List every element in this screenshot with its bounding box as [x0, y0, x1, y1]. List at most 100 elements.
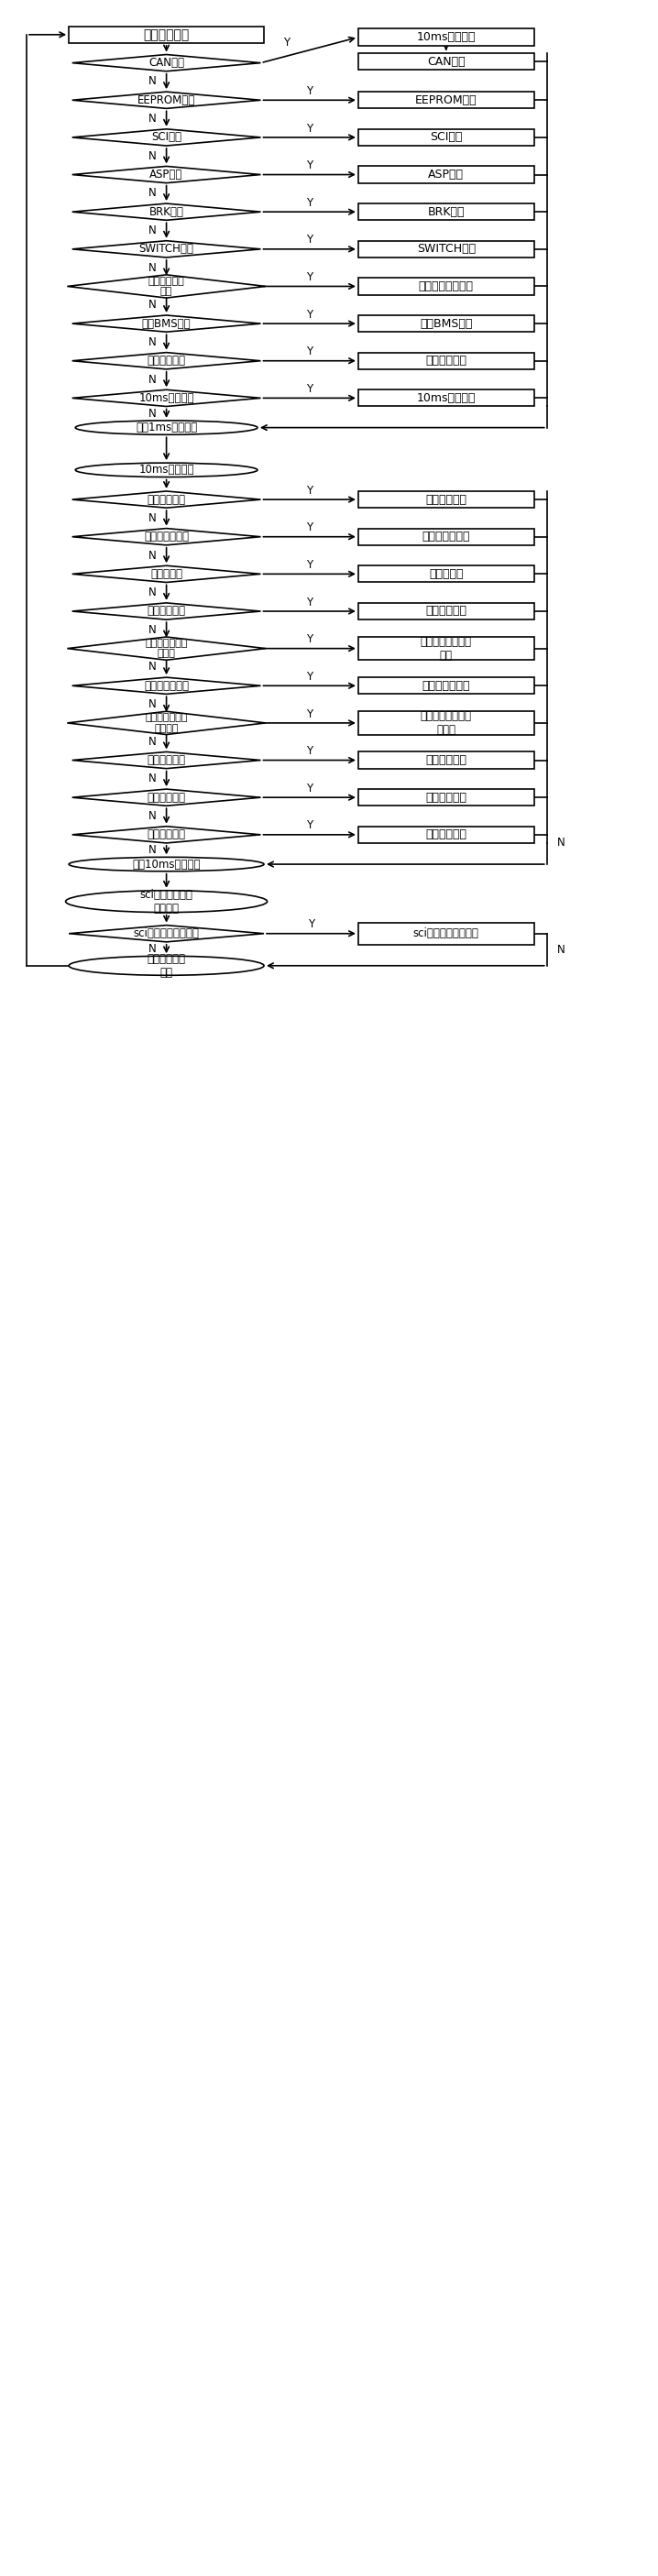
Text: Y: Y	[306, 196, 313, 209]
Polygon shape	[72, 167, 261, 183]
Text: 10ms任务开启: 10ms任务开启	[139, 464, 194, 477]
Polygon shape	[72, 677, 261, 693]
Text: 预留任务管理: 预留任务管理	[426, 829, 467, 840]
Text: 预留任务管理: 预留任务管理	[147, 755, 186, 765]
Text: N: N	[148, 407, 156, 420]
Text: EEPROM管理: EEPROM管理	[138, 95, 195, 106]
Text: 模拟电压译码管理: 模拟电压译码管理	[418, 281, 474, 291]
Polygon shape	[67, 711, 266, 734]
Text: BRK管理: BRK管理	[428, 206, 465, 219]
Text: Y: Y	[306, 124, 313, 134]
Polygon shape	[72, 54, 261, 72]
Text: N: N	[148, 224, 156, 237]
Text: 预留任务管理: 预留任务管理	[426, 355, 467, 366]
Text: 周期10ms任务结束: 周期10ms任务结束	[132, 858, 201, 871]
Text: ASP管理: ASP管理	[428, 167, 464, 180]
Text: 电池BMS管理: 电池BMS管理	[420, 317, 472, 330]
Polygon shape	[72, 353, 261, 368]
Text: ASP管理: ASP管理	[150, 167, 183, 180]
Text: Y: Y	[306, 595, 313, 608]
Text: N: N	[148, 698, 156, 711]
Text: N: N	[148, 263, 156, 273]
Polygon shape	[72, 93, 261, 108]
Text: N: N	[148, 113, 156, 124]
Text: 电机模拟脉冲输
出管理: 电机模拟脉冲输 出管理	[145, 639, 188, 659]
Text: Y: Y	[306, 85, 313, 98]
Text: Y: Y	[306, 744, 313, 757]
Text: 电机模拟脉冲输出
管理: 电机模拟脉冲输出 管理	[420, 636, 472, 662]
Polygon shape	[67, 636, 266, 659]
Text: 10ms任务管理: 10ms任务管理	[139, 392, 194, 404]
Text: 编码器故障诊断: 编码器故障诊断	[422, 680, 470, 693]
Text: EEPROM管理: EEPROM管理	[415, 95, 477, 106]
Polygon shape	[72, 827, 261, 842]
Text: Y: Y	[306, 559, 313, 572]
Text: 电机温度管理: 电机温度管理	[147, 495, 186, 505]
FancyBboxPatch shape	[358, 204, 534, 219]
Text: N: N	[148, 587, 156, 598]
Text: N: N	[148, 662, 156, 672]
Text: 故障码管理: 故障码管理	[151, 569, 182, 580]
FancyBboxPatch shape	[69, 26, 264, 44]
Text: Y: Y	[306, 484, 313, 497]
Text: N: N	[148, 75, 156, 88]
Polygon shape	[69, 925, 264, 943]
Text: 控制器温度管理: 控制器温度管理	[422, 531, 470, 544]
FancyBboxPatch shape	[358, 93, 534, 108]
FancyBboxPatch shape	[358, 567, 534, 582]
Text: N: N	[148, 337, 156, 348]
FancyBboxPatch shape	[358, 129, 534, 147]
Polygon shape	[67, 276, 266, 299]
Text: 预留任务管理: 预留任务管理	[426, 755, 467, 765]
Text: Y: Y	[306, 309, 313, 319]
Text: sci实时通讯数据
采集开启: sci实时通讯数据 采集开启	[140, 889, 193, 914]
Text: Y: Y	[306, 670, 313, 683]
Polygon shape	[72, 752, 261, 768]
Polygon shape	[72, 492, 261, 507]
FancyBboxPatch shape	[358, 314, 534, 332]
Text: 电池BMS管理: 电池BMS管理	[142, 317, 191, 330]
Ellipse shape	[76, 420, 257, 435]
Text: 辅助任务调度: 辅助任务调度	[143, 28, 190, 41]
Text: Y: Y	[306, 270, 313, 283]
FancyBboxPatch shape	[358, 711, 534, 734]
Text: Y: Y	[306, 634, 313, 647]
FancyBboxPatch shape	[358, 28, 534, 46]
FancyBboxPatch shape	[358, 922, 534, 945]
Text: 10ms任务开启: 10ms任务开启	[417, 392, 476, 404]
Polygon shape	[72, 240, 261, 258]
Polygon shape	[72, 204, 261, 219]
Text: sci数据实时采集管理: sci数据实时采集管理	[413, 927, 479, 940]
Polygon shape	[72, 314, 261, 332]
Text: 预留任务管理: 预留任务管理	[147, 829, 186, 840]
Text: 电机温度管理: 电机温度管理	[426, 495, 467, 505]
FancyBboxPatch shape	[358, 389, 534, 407]
FancyBboxPatch shape	[358, 827, 534, 842]
Polygon shape	[72, 788, 261, 806]
FancyBboxPatch shape	[358, 353, 534, 368]
Text: 驱动端口管理: 驱动端口管理	[147, 605, 186, 618]
Text: 运行时间及故障掉
电保存: 运行时间及故障掉 电保存	[420, 711, 472, 737]
Text: N: N	[148, 513, 156, 523]
FancyBboxPatch shape	[358, 492, 534, 507]
FancyBboxPatch shape	[358, 636, 534, 659]
Text: 运行时间及故障
掉电保存: 运行时间及故障 掉电保存	[145, 714, 188, 732]
Text: Y: Y	[306, 160, 313, 173]
Text: 驱动端口管理: 驱动端口管理	[426, 605, 467, 618]
Ellipse shape	[76, 464, 257, 477]
FancyBboxPatch shape	[358, 603, 534, 621]
Polygon shape	[72, 528, 261, 546]
Text: 控制器温度管理: 控制器温度管理	[144, 531, 189, 544]
Ellipse shape	[66, 891, 267, 912]
Text: Y: Y	[306, 819, 313, 832]
Text: N: N	[148, 549, 156, 562]
Text: N: N	[148, 149, 156, 162]
Text: N: N	[148, 299, 156, 312]
Text: Y: Y	[284, 36, 290, 49]
FancyBboxPatch shape	[358, 240, 534, 258]
Text: Y: Y	[306, 783, 313, 793]
Polygon shape	[72, 129, 261, 147]
Text: 预留任务管理: 预留任务管理	[147, 355, 186, 366]
Text: N: N	[148, 623, 156, 636]
Text: N: N	[148, 737, 156, 747]
